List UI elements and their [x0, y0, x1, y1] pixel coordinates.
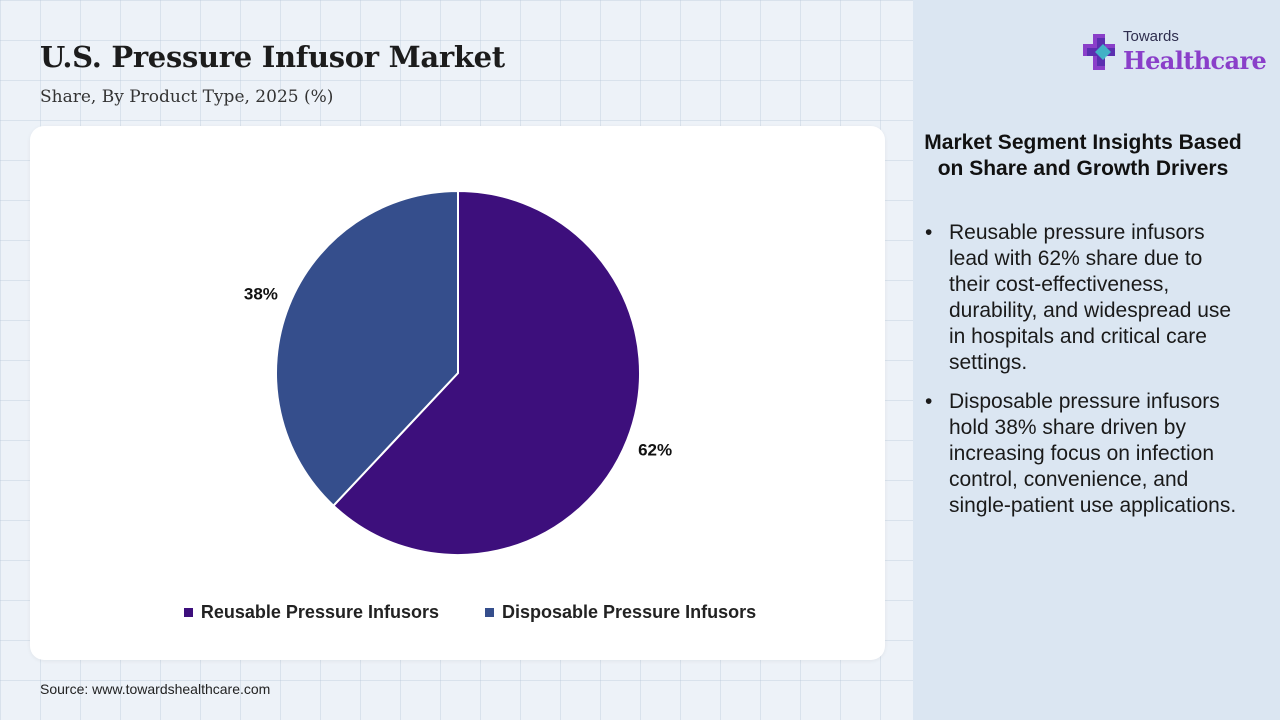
brand-logo: Towards Healthcare	[1081, 28, 1267, 80]
insight-item: Reusable pressure infusors lead with 62%…	[923, 220, 1243, 376]
insights-list: Reusable pressure infusors lead with 62%…	[923, 220, 1243, 532]
chart-legend: Reusable Pressure Infusors Disposable Pr…	[30, 602, 885, 623]
medical-cross-icon	[1083, 34, 1115, 70]
legend-label-disposable: Disposable Pressure Infusors	[502, 602, 757, 622]
pie-slice-reusable	[331, 189, 641, 556]
insights-panel: Towards Healthcare Market Segment Insigh…	[913, 0, 1280, 720]
legend-label-reusable: Reusable Pressure Infusors	[200, 602, 439, 622]
legend-item-disposable: Disposable Pressure Infusors	[485, 602, 756, 623]
pie-slice-disposable	[275, 189, 459, 508]
data-label-disposable: 38%	[244, 284, 278, 303]
chart-card: 62% 38% Reusable Pressure Infusors Dispos…	[30, 126, 885, 660]
data-label-reusable: 62%	[638, 441, 672, 460]
pie-chart: 62% 38%	[244, 189, 672, 556]
insights-title: Market Segment Insights Based on Share a…	[924, 131, 1242, 180]
legend-item-reusable: Reusable Pressure Infusors	[183, 602, 439, 623]
chart-title: U.S. Pressure Infusor Market	[40, 40, 505, 74]
logo-text-bottom: Healthcare	[1123, 46, 1267, 75]
chart-subtitle: Share, By Product Type, 2025 (%)	[40, 87, 334, 107]
legend-swatch-disposable	[485, 608, 494, 617]
source-note: Source: www.towardshealthcare.com	[40, 681, 271, 697]
logo-text-top: Towards	[1123, 28, 1179, 45]
insight-item: Disposable pressure infusors hold 38% sh…	[923, 389, 1243, 519]
legend-swatch-reusable	[183, 608, 193, 617]
